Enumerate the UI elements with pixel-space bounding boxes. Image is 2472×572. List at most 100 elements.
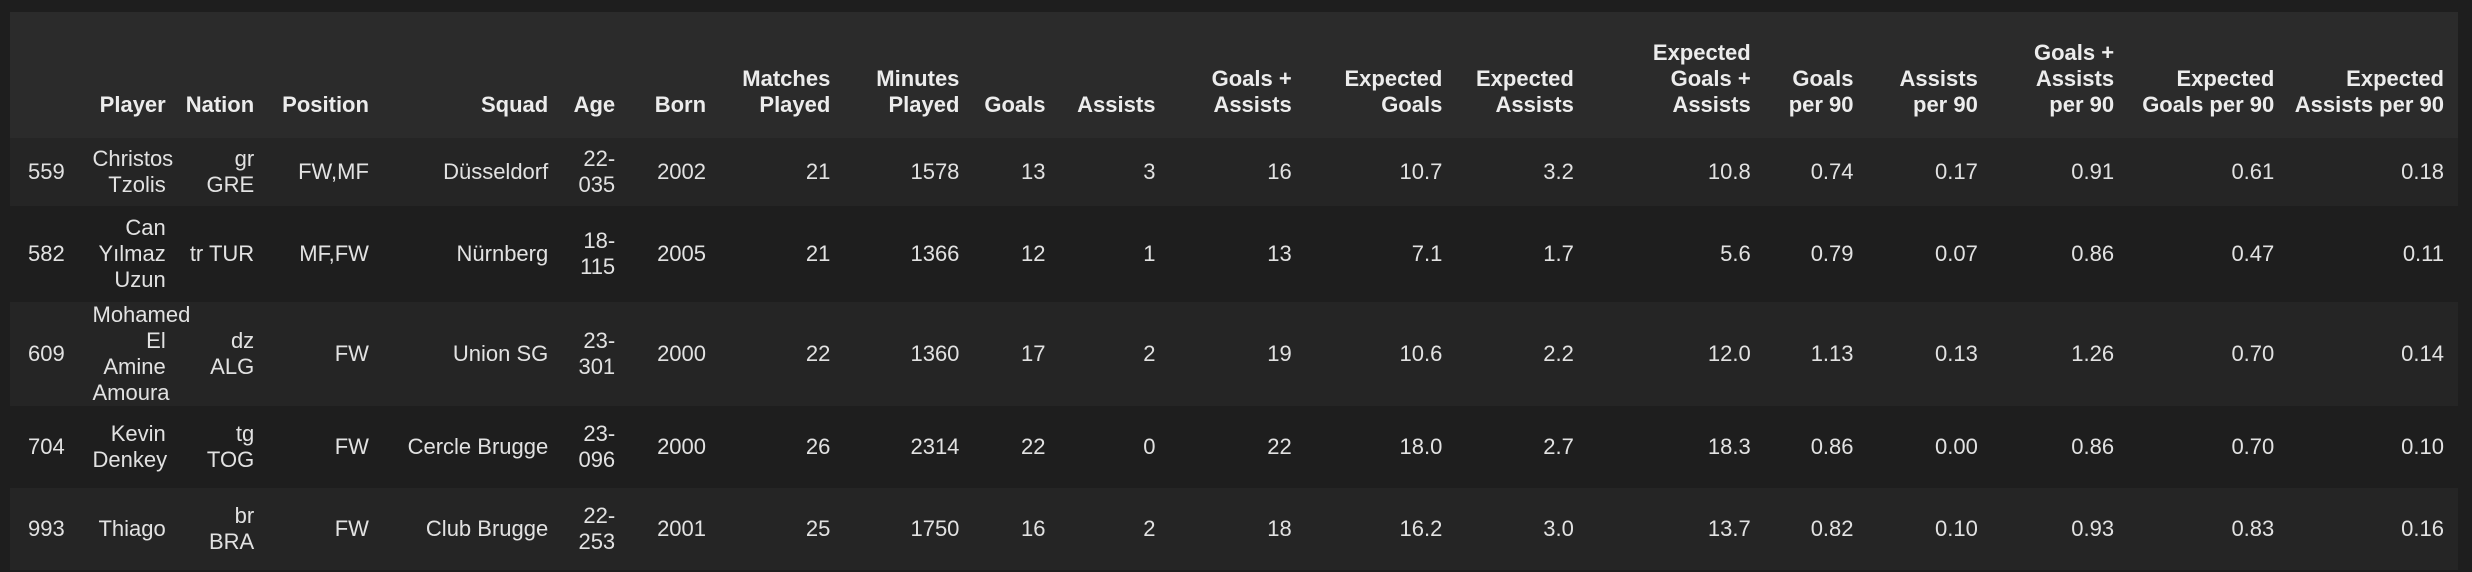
column-header-goals-assists-per-90: Goals + Assists per 90 (2034, 40, 2115, 117)
cell-assists-per-90: 0.17 (1935, 159, 1978, 184)
cell-age: 22-035 (578, 146, 616, 197)
cell-expected-assists: 1.7 (1543, 241, 1574, 266)
cell-minutes-played: 2314 (910, 434, 960, 459)
column-header-expected-goals-assists: Expected Goals + Assists (1652, 40, 1751, 117)
cell-minutes-played: 1366 (910, 241, 960, 266)
cell-goals-assists: 19 (1267, 341, 1292, 366)
cell-expected-assists-per-90: 0.14 (2401, 341, 2444, 366)
cell-player: Thiago (98, 516, 166, 541)
cell-assists-per-90: 0.13 (1935, 341, 1978, 366)
cell-squad: Düsseldorf (443, 159, 549, 184)
cell-expected-goals-assists: 5.6 (1720, 241, 1751, 266)
cell-player: Kevin Denkey (92, 421, 168, 472)
row-index: 704 (28, 434, 65, 459)
table-row: 993 Thiago br BRA FW Club Brugge 22-253 … (10, 488, 2458, 570)
cell-goals-per-90: 0.82 (1810, 516, 1854, 541)
cell-goals-assists: 18 (1267, 516, 1292, 541)
column-header-expected-goals: Expected Goals (1344, 66, 1443, 117)
cell-expected-goals-per-90: 0.70 (2231, 341, 2275, 366)
cell-squad: Nürnberg (456, 241, 549, 266)
cell-expected-goals-assists: 10.8 (1707, 159, 1751, 184)
column-header-assists: Assists (1077, 92, 1156, 117)
table-row: 704 Kevin Denkey tg TOG FW Cercle Brugge… (10, 406, 2458, 488)
column-header-expected-assists: Expected Assists (1475, 66, 1574, 117)
cell-age: 23-301 (578, 328, 616, 379)
cell-expected-goals-per-90: 0.70 (2231, 434, 2275, 459)
cell-born: 2002 (657, 159, 707, 184)
cell-position: FW (334, 434, 369, 459)
cell-goals-assists-per-90: 0.86 (2071, 241, 2115, 266)
cell-position: FW (334, 516, 369, 541)
column-header-goals-per-90: Goals per 90 (1788, 66, 1854, 117)
cell-goals-assists-per-90: 0.93 (2071, 516, 2115, 541)
column-header-goals-assists: Goals + Assists (1211, 66, 1292, 117)
cell-born: 2000 (657, 434, 707, 459)
cell-squad: Club Brugge (425, 516, 549, 541)
cell-position: MF,FW (299, 241, 369, 266)
cell-expected-assists-per-90: 0.11 (2402, 241, 2444, 266)
cell-age: 18-115 (580, 228, 616, 279)
player-stats-table: Player Nation Position Squad Age Born Ma… (10, 12, 2458, 570)
cell-expected-goals-assists: 13.7 (1707, 516, 1751, 541)
cell-goals-assists: 13 (1267, 241, 1292, 266)
column-header-expected-assists-per-90: Expected Assists per 90 (2294, 66, 2444, 117)
cell-goals-per-90: 0.79 (1810, 241, 1854, 266)
cell-position: FW (334, 341, 369, 366)
cell-matches-played: 26 (805, 434, 831, 459)
cell-goals-assists-per-90: 0.86 (2071, 434, 2115, 459)
cell-assists: 2 (1143, 516, 1156, 541)
row-index: 609 (28, 341, 65, 366)
cell-minutes-played: 1750 (910, 516, 960, 541)
cell-goals: 22 (1021, 434, 1046, 459)
cell-born: 2001 (657, 516, 707, 541)
column-header-player: Player (99, 92, 166, 117)
cell-minutes-played: 1360 (910, 341, 960, 366)
cell-expected-goals: 7.1 (1411, 241, 1443, 266)
cell-goals: 13 (1021, 159, 1046, 184)
cell-matches-played: 21 (805, 159, 831, 184)
cell-matches-played: 21 (805, 241, 831, 266)
column-header-position: Position (282, 92, 369, 117)
cell-goals-assists: 22 (1267, 434, 1292, 459)
cell-born: 2000 (657, 341, 707, 366)
cell-assists: 2 (1143, 341, 1156, 366)
cell-expected-goals: 18.0 (1399, 434, 1443, 459)
cell-player: Christos Tzolis (92, 146, 174, 197)
cell-born: 2005 (657, 241, 707, 266)
table-row: 559 Christos Tzolis gr GRE FW,MF Düsseld… (10, 138, 2458, 206)
cell-nation: br BRA (208, 503, 255, 554)
cell-assists: 1 (1143, 241, 1156, 266)
cell-nation: gr GRE (206, 146, 255, 197)
cell-expected-goals-per-90: 0.61 (2231, 159, 2275, 184)
cell-matches-played: 22 (805, 341, 831, 366)
cell-minutes-played: 1578 (910, 159, 960, 184)
cell-assists-per-90: 0.07 (1935, 241, 1978, 266)
cell-age: 22-253 (578, 503, 616, 554)
cell-goals-assists-per-90: 0.91 (2071, 159, 2115, 184)
cell-nation: dz ALG (210, 328, 255, 379)
column-header-squad: Squad (481, 92, 549, 117)
cell-expected-assists: 2.7 (1543, 434, 1574, 459)
cell-expected-goals-assists: 12.0 (1707, 341, 1751, 366)
cell-player: Can Yılmaz Uzun (98, 215, 166, 292)
cell-goals-assists-per-90: 1.26 (2071, 341, 2115, 366)
cell-assists: 0 (1143, 434, 1156, 459)
cell-assists-per-90: 0.00 (1935, 434, 1978, 459)
cell-expected-assists: 3.2 (1543, 159, 1574, 184)
column-header-born: Born (654, 92, 707, 117)
column-header-index (10, 12, 87, 138)
column-header-expected-goals-per-90: Expected Goals per 90 (2142, 66, 2275, 117)
column-header-age: Age (573, 92, 616, 117)
cell-goals-per-90: 0.74 (1810, 159, 1854, 184)
column-header-nation: Nation (185, 92, 255, 117)
cell-goals: 17 (1021, 341, 1046, 366)
cell-expected-assists: 2.2 (1543, 341, 1574, 366)
cell-goals-assists: 16 (1267, 159, 1292, 184)
column-header-minutes-played: Minutes Played (876, 66, 960, 117)
column-header-matches-played: Matches Played (742, 66, 831, 117)
row-index: 993 (28, 516, 65, 541)
cell-position: FW,MF (298, 159, 369, 184)
cell-goals: 16 (1021, 516, 1046, 541)
cell-expected-assists-per-90: 0.18 (2401, 159, 2444, 184)
